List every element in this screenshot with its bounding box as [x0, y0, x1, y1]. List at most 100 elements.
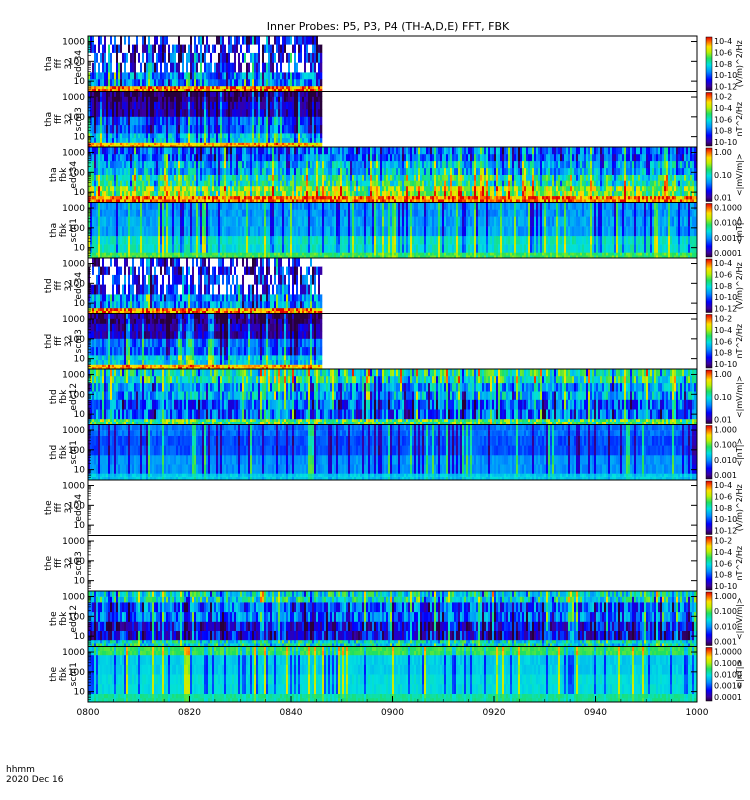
colorbar-label: nT^2/Hz — [735, 324, 744, 359]
panel-ylabel-line: the — [44, 555, 54, 570]
colorbar-tick-label: 10-12 — [714, 83, 737, 92]
y-tick-label: 100 — [68, 57, 85, 67]
panel-frame — [87, 479, 698, 536]
colorbar-tick-label: 0.010 — [714, 456, 737, 465]
colorbar — [705, 480, 713, 535]
y-tick-label: 10 — [74, 688, 86, 698]
colorbar-tick-label: 10-6 — [714, 48, 732, 57]
panel-ylabel-line: fff — [54, 58, 64, 68]
colorbar-tick-label: 10-4 — [714, 481, 732, 490]
y-tick-label: 10 — [74, 632, 86, 642]
panel-ylabel-line: thd — [44, 278, 54, 293]
x-tick-label: 0840 — [280, 708, 303, 718]
colorbar-tick-label: 10-10 — [714, 71, 737, 80]
panel-ylabel-line: thd — [49, 389, 59, 404]
panel-ylabel-line: fbk — [59, 666, 69, 681]
panel-ylabel-line: edc12 — [69, 383, 79, 411]
colorbar-tick-label: 10-10 — [714, 138, 737, 147]
colorbar-tick-label: 0.100 — [714, 607, 737, 616]
colorbar — [705, 536, 713, 591]
panel-ylabel-line: fbk — [59, 222, 69, 237]
colorbar-tick-label: 0.1000 — [714, 659, 742, 668]
colorbar-tick-label: 0.001 — [714, 638, 737, 647]
panel-ylabel-line: fff — [54, 280, 64, 290]
colorbar-tick-label: 10-2 — [714, 93, 732, 102]
y-tick-label: 1000 — [62, 260, 85, 270]
x-tick-label: 0920 — [483, 708, 506, 718]
panel-ylabel-line: scm1 — [69, 440, 79, 464]
colorbar-tick-label: 0.10 — [714, 393, 732, 402]
x-tick-label: 0900 — [381, 708, 404, 718]
y-tick-label: 100 — [68, 446, 85, 456]
colorbar-label: <|mV/m|> — [735, 597, 744, 640]
panel-tha-fff32-edc34: 10 100 1000 tha fff 32 edc34 10-4 10-6 10-8 10-10 1… — [44, 35, 744, 92]
figure-title: Inner Probes: P5, P3, P4 (TH-A,D,E) FFT,… — [267, 20, 510, 33]
colorbar-label: <|nT|> — [735, 438, 744, 467]
colorbar-label: <|mV/m|> — [735, 153, 744, 196]
colorbar-label: nT^2/Hz — [735, 102, 744, 137]
colorbar — [705, 258, 713, 313]
spectrogram-image — [88, 91, 323, 147]
x-tick-label: 1000 — [686, 708, 709, 718]
y-tick-label: 10 — [74, 244, 86, 254]
panel-ylabel-line: fff — [54, 558, 64, 568]
colorbar — [705, 92, 713, 147]
y-tick-label: 100 — [68, 113, 85, 123]
y-tick-label: 100 — [68, 557, 85, 567]
spectrogram-image — [88, 313, 323, 369]
y-tick-label: 100 — [68, 390, 85, 400]
colorbar-label: nT^2/Hz — [735, 546, 744, 581]
panel-ylabel-line: the — [49, 666, 59, 681]
y-tick-label: 1000 — [62, 593, 85, 603]
panel-thd-fff32-edc34: 10 100 1000 thd fff 32 edc34 10-4 10-6 10-8 10-10 1… — [44, 257, 744, 314]
y-tick-label: 100 — [68, 224, 85, 234]
colorbar-tick-label: 10-8 — [714, 282, 732, 291]
colorbar-tick-label: 10-8 — [714, 571, 732, 580]
colorbar-tick-label: 10-10 — [714, 360, 737, 369]
colorbar-tick-label: 0.01 — [714, 194, 732, 203]
x-tick-label: 0800 — [77, 708, 100, 718]
y-tick-label: 1000 — [62, 648, 85, 658]
colorbar-tick-label: 10-10 — [714, 515, 737, 524]
colorbar — [705, 425, 713, 480]
colorbar — [705, 203, 713, 258]
colorbar — [705, 314, 713, 369]
panel-ylabel-line: 32 — [64, 502, 74, 513]
colorbar-tick-label: 1.000 — [714, 426, 737, 435]
panel-ylabel-line: 32 — [64, 336, 74, 347]
colorbar-tick-label: 0.10 — [714, 171, 732, 180]
spectrogram-image — [88, 202, 697, 258]
colorbar-tick-label: 0.0001 — [714, 249, 742, 258]
colorbar — [705, 147, 713, 202]
footer-date: 2020 Dec 16 — [6, 775, 64, 785]
spectrogram-image — [88, 369, 697, 425]
panel-ylabel-line: fff — [54, 336, 64, 346]
panel-ylabel-line: the — [49, 611, 59, 626]
panel-ylabel-line: scm3 — [74, 551, 84, 575]
y-tick-label: 1000 — [62, 93, 85, 103]
y-tick-label: 1000 — [62, 426, 85, 436]
colorbar-label: (V/m)^2/Hz — [735, 484, 744, 531]
panel-ylabel-line: tha — [44, 56, 54, 71]
y-tick-label: 10 — [74, 355, 86, 365]
y-tick-label: 1000 — [62, 371, 85, 381]
spectrogram-image — [88, 258, 323, 314]
colorbar-tick-label: 10-6 — [714, 115, 732, 124]
panel-ylabel-line: edc34 — [74, 494, 84, 522]
panel-frame — [87, 535, 698, 592]
colorbar-tick-label: 10-6 — [714, 337, 732, 346]
colorbar-label: <|nT|> — [735, 216, 744, 245]
y-tick-label: 100 — [68, 335, 85, 345]
panel-ylabel-line: fbk — [59, 611, 69, 626]
colorbar-tick-label: 0.0100 — [714, 670, 742, 679]
colorbar-tick-label: 0.0001 — [714, 693, 742, 702]
colorbar-tick-label: 10-4 — [714, 548, 732, 557]
colorbar — [705, 369, 713, 424]
y-tick-label: 100 — [68, 168, 85, 178]
colorbar-tick-label: 10-12 — [714, 527, 737, 536]
colorbar-tick-label: 1.000 — [714, 592, 737, 601]
colorbar-tick-label: 10-6 — [714, 270, 732, 279]
